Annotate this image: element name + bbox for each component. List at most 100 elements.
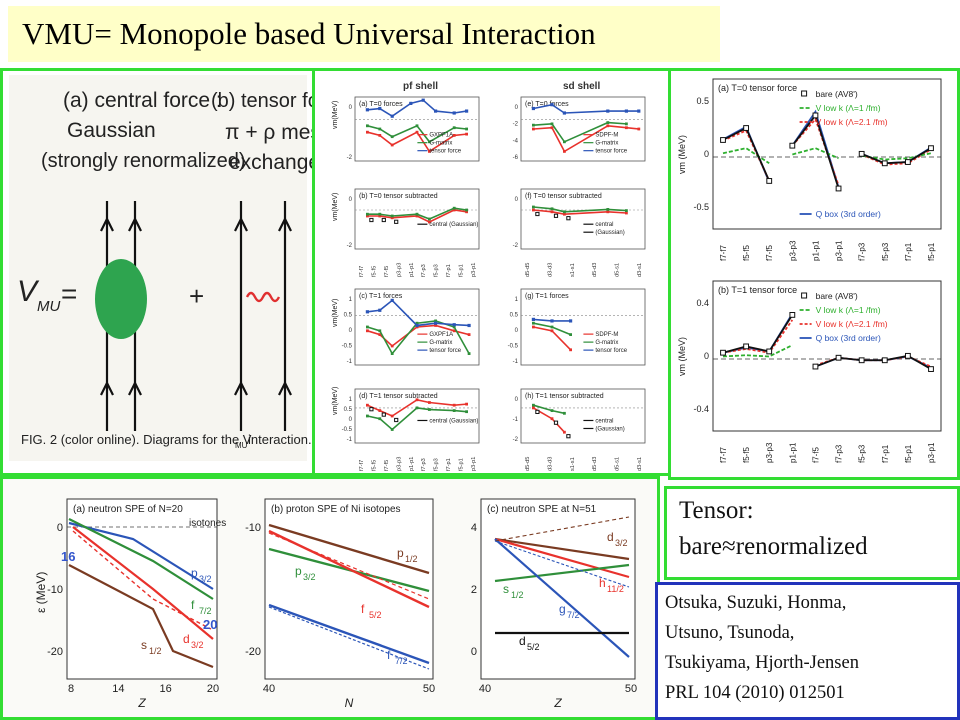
tensor-plot-label: (b) T=1 tensor force [718, 285, 797, 295]
shell-point-open [566, 216, 571, 221]
shell-point-green [378, 127, 382, 131]
shell-point-green [532, 403, 535, 407]
shell-xtick: p3-p3 [396, 457, 402, 471]
spe-xlabel: Z [553, 696, 562, 710]
shell-ytick: -1 [513, 359, 519, 365]
shell-point-open [553, 420, 559, 425]
shell-xtick: f7-p1 [446, 458, 452, 471]
shell-point-red [465, 132, 468, 136]
tensor-bare-marker [789, 312, 796, 318]
spe-ylabel: ε (MeV) [34, 572, 48, 613]
shell-point-red [606, 210, 610, 214]
shell-legend-entry: G-matrix [429, 141, 452, 147]
shell-point-red [467, 333, 471, 336]
shell-series-blue [367, 99, 467, 118]
shell-xtick: f7-p3 [421, 264, 427, 277]
orbital-label: f [361, 602, 365, 616]
spe-xtick: 40 [479, 683, 491, 695]
spe-ytick: -20 [47, 646, 63, 658]
shell-point-blue [637, 109, 641, 113]
shell-xtick: d3-s1 [637, 457, 643, 471]
orbital-label: s [503, 582, 509, 596]
shell-point-red [606, 124, 610, 128]
shell-point-open [394, 219, 399, 224]
tensor-xtick: f5-f5 [742, 446, 751, 463]
reference-line3: Tsukiyama, Hjorth-Jensen [665, 653, 859, 673]
shell-subplot: (d) T=1 tensor subtracted 1 0.5 0 -0.5 -1 cent… [342, 388, 480, 444]
shell-point-blue [465, 109, 469, 113]
shell-xtick: f5-f5 [371, 266, 377, 277]
tensor-xtick: f7-p3 [835, 444, 844, 463]
tensor-t1-bare [815, 354, 932, 370]
tensor-xtick: f5-p1 [927, 242, 936, 261]
shell-series-blue [533, 103, 639, 114]
shell-point-green [390, 135, 394, 139]
shell-point-blue [421, 98, 425, 102]
tensor-bare-marker [789, 142, 796, 149]
shell-legend-entry: central (Gaussian) [429, 222, 478, 228]
shell-point-green [452, 409, 456, 412]
spe-c-s12 [494, 563, 630, 583]
orbital-label: p [295, 564, 302, 578]
shell-subplot: (g) T=1 forces 1 0.5 0 -0.5 -1 SDPF-M G-matrix t… [508, 288, 646, 366]
shell-point-green [467, 352, 471, 355]
shell-legend-entry: G-matrix [595, 141, 618, 147]
shell-point-green [465, 127, 468, 131]
shell-point-red [390, 414, 394, 418]
shell-xtick: f5-p1 [459, 264, 465, 277]
shell-point-blue [415, 323, 419, 328]
spe-xtick: 20 [207, 683, 219, 695]
orbital-label: d [607, 530, 614, 544]
shell-point-red [625, 211, 628, 215]
shell-point-red [625, 126, 628, 130]
legend-vlowk-1: V low k (Λ=1 /fm) [816, 305, 881, 315]
shell-point-red [532, 406, 535, 410]
tensor-bare-marker [928, 145, 934, 152]
tensor-ylabel: vm (MeV) [677, 135, 687, 174]
shell-ytick: -2 [347, 243, 353, 249]
spe-ni-isotopes-plot: (b) proton SPE of Ni isotopes -10 -20 40 50 N… [245, 498, 435, 710]
shell-point-blue [434, 321, 438, 325]
shell-point-red [550, 210, 554, 214]
tensor-t0-green [792, 147, 839, 160]
shell-xtick: d5-d3 [592, 263, 598, 277]
shell-point-red [569, 348, 572, 352]
shell-point-red [415, 130, 419, 134]
shell-point-green [532, 205, 535, 209]
shell-point-green [390, 214, 394, 218]
shell-point-blue [550, 103, 554, 107]
spe-plot-subtitle: isotones [189, 518, 226, 529]
shell-subplot-label: (e) T=0 forces [525, 101, 569, 108]
shell-ytick: -0.5 [342, 344, 353, 350]
shell-point-green [366, 124, 369, 128]
shell-point-open [381, 412, 386, 417]
tensor-force-diagram [234, 201, 292, 431]
shell-point-green [532, 123, 535, 127]
tensor-t0-plot: (a) T=0 tensor force 0.5 0 -0.5 vm (MeV) f7-f… [677, 78, 942, 261]
marker-20: 20 [203, 617, 217, 632]
shell-point-blue [562, 111, 566, 115]
shell-point-red [378, 214, 382, 218]
shell-series-red [533, 124, 639, 153]
shell-point-red [550, 126, 554, 130]
shell-xtick: s1-s1 [570, 457, 576, 471]
shell-point-green [625, 122, 628, 126]
vmu-symbol: V MU = [17, 275, 77, 315]
label-pi-rho: π + ρ meson [225, 121, 313, 144]
tensor-bare-marker [928, 366, 934, 372]
shell-legend-entry: central [595, 418, 613, 424]
legend-bare: bare (AV8') [816, 291, 858, 301]
shell-point-green [428, 408, 431, 411]
tensor-force-plots: (a) T=0 tensor force 0.5 0 -0.5 vm (MeV) f7-f… [677, 78, 942, 463]
spe-plot-frame [480, 498, 636, 680]
tensor-ytick: 0 [704, 149, 709, 159]
legend-bare: bare (AV8') [816, 89, 858, 99]
shell-xtick: d5-d3 [592, 457, 598, 471]
shell-point-green [550, 122, 554, 126]
svg-text:MU: MU [235, 441, 248, 450]
shell-xtick: f5-f5 [371, 460, 377, 471]
shell-xtick: p3-p1 [471, 263, 477, 277]
shell-point-red [366, 214, 369, 218]
shell-subplot: (b) T=0 tensor subtracted 0 -2 central (Gau… [347, 188, 480, 250]
